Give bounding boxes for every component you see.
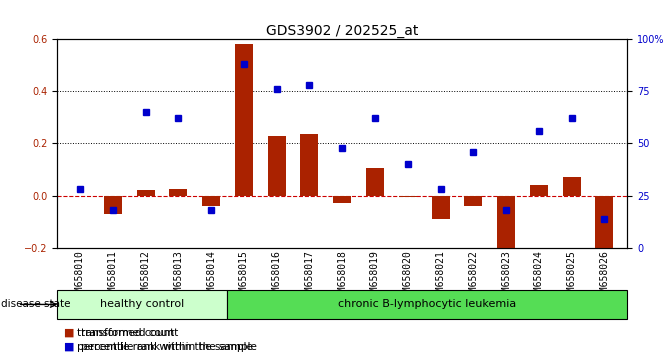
Text: GSM658010: GSM658010 xyxy=(75,250,85,303)
Text: GSM658024: GSM658024 xyxy=(534,250,544,303)
Title: GDS3902 / 202525_at: GDS3902 / 202525_at xyxy=(266,24,419,38)
Text: GSM658018: GSM658018 xyxy=(338,250,347,303)
Text: GSM658020: GSM658020 xyxy=(403,250,413,303)
Text: ■: ■ xyxy=(64,342,74,352)
Text: GSM658025: GSM658025 xyxy=(567,250,576,303)
Bar xyxy=(202,195,220,206)
Text: GSM658012: GSM658012 xyxy=(140,250,150,303)
Text: GSM658019: GSM658019 xyxy=(370,250,380,303)
Bar xyxy=(595,195,613,250)
Text: ■ percentile rank within the sample: ■ percentile rank within the sample xyxy=(64,342,252,352)
Bar xyxy=(431,195,450,219)
Text: GSM658022: GSM658022 xyxy=(468,250,478,303)
Bar xyxy=(497,195,515,253)
Text: GSM658023: GSM658023 xyxy=(501,250,511,303)
Bar xyxy=(333,195,351,204)
Bar xyxy=(169,189,187,195)
Text: disease state: disease state xyxy=(1,299,71,309)
Bar xyxy=(104,195,121,214)
Text: percentile rank within the sample: percentile rank within the sample xyxy=(81,342,256,352)
Bar xyxy=(268,136,286,195)
Text: GSM658013: GSM658013 xyxy=(173,250,183,303)
Bar xyxy=(366,168,384,195)
Text: GSM658014: GSM658014 xyxy=(206,250,216,303)
Text: chronic B-lymphocytic leukemia: chronic B-lymphocytic leukemia xyxy=(338,299,517,309)
Bar xyxy=(563,177,580,195)
Text: ■ transformed count: ■ transformed count xyxy=(64,328,174,338)
Bar xyxy=(530,185,548,195)
Bar xyxy=(235,44,253,195)
Text: GSM658016: GSM658016 xyxy=(272,250,282,303)
Text: GSM658021: GSM658021 xyxy=(435,250,446,303)
Bar xyxy=(464,195,482,206)
Text: GSM658026: GSM658026 xyxy=(599,250,609,303)
Text: GSM658015: GSM658015 xyxy=(239,250,249,303)
Bar xyxy=(57,290,227,319)
Bar xyxy=(136,190,154,195)
Text: transformed count: transformed count xyxy=(81,328,178,338)
Text: GSM658017: GSM658017 xyxy=(305,250,315,303)
Text: ■: ■ xyxy=(64,328,74,338)
Bar xyxy=(399,195,417,197)
Text: healthy control: healthy control xyxy=(100,299,185,309)
Text: GSM658011: GSM658011 xyxy=(108,250,117,303)
Bar xyxy=(227,290,627,319)
Bar xyxy=(301,134,319,195)
